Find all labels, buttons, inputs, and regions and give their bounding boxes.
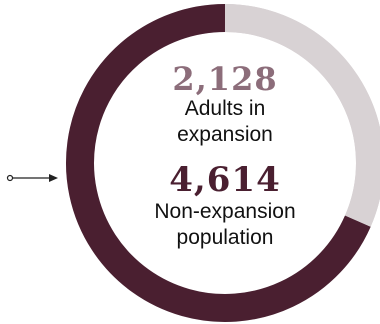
non-expansion-value: 4,614 xyxy=(169,160,281,200)
pointer-arrow-tail xyxy=(6,174,14,182)
donut-slice-non-expansion xyxy=(66,4,371,322)
adults-expansion-value: 2,128 xyxy=(172,60,278,98)
non-expansion-label-line2: population xyxy=(176,226,274,249)
donut-slice-adults-expansion xyxy=(224,4,380,227)
non-expansion-label-line1: Non-expansion xyxy=(154,200,296,223)
adults-expansion-label-line2: expansion xyxy=(177,123,273,146)
adults-expansion-label-line1: Adults in xyxy=(184,97,266,120)
pointer-arrow-head xyxy=(49,174,58,182)
pointer-arrow xyxy=(6,174,58,182)
